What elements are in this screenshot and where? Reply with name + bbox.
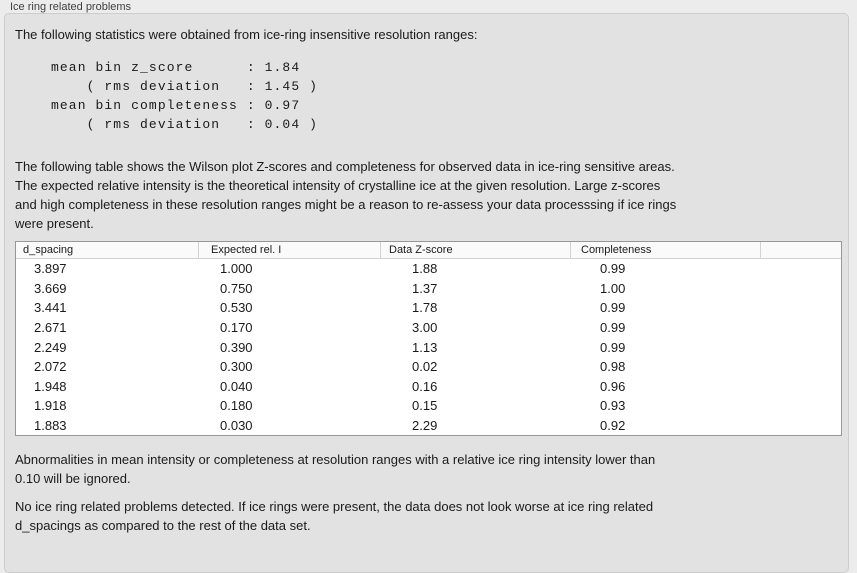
table-cell: 0.02 xyxy=(412,359,438,375)
intro-text: The following statistics were obtained f… xyxy=(15,27,478,42)
table-cell: 0.170 xyxy=(220,320,253,336)
table-row[interactable]: 3.441 0.530 1.78 0.99 xyxy=(16,298,841,318)
table-row[interactable]: 3.897 1.000 1.88 0.99 xyxy=(16,259,841,279)
table-cell: 0.040 xyxy=(220,378,253,394)
table-cell: 2.671 xyxy=(34,320,67,336)
table-cell: 3.441 xyxy=(34,300,67,316)
table-row[interactable]: 3.669 0.750 1.37 1.00 xyxy=(16,279,841,299)
table-cell: 1.78 xyxy=(412,300,438,316)
ice-ring-group-box: The following statistics were obtained f… xyxy=(4,13,849,573)
table-cell: 0.98 xyxy=(600,359,626,375)
table-row[interactable]: 1.948 0.040 0.16 0.96 xyxy=(16,377,841,397)
table-body: 3.897 1.000 1.88 0.99 3.669 0.750 1.37 1.00 3.44… xyxy=(16,259,841,435)
table-cell: 0.99 xyxy=(600,300,626,316)
conclusion-text: No ice ring related problems detected. I… xyxy=(15,499,654,534)
table-cell: 0.96 xyxy=(600,378,626,394)
ice-ring-table: d_spacing Expected rel. I Data Z-score C… xyxy=(15,241,842,437)
table-cell: 1.000 xyxy=(220,261,253,277)
table-cell: 0.530 xyxy=(220,300,253,316)
stats-block: mean bin z_score : 1.84 ( rms deviation … xyxy=(51,60,319,132)
table-cell: 0.93 xyxy=(600,398,626,414)
table-cell: 1.88 xyxy=(412,261,438,277)
table-cell: 1.918 xyxy=(34,398,67,414)
table-cell: 0.16 xyxy=(412,378,438,394)
table-cell: 0.300 xyxy=(220,359,253,375)
table-cell: 0.180 xyxy=(220,398,253,414)
table-description: The following table shows the Wilson plo… xyxy=(15,159,677,231)
table-cell: 2.249 xyxy=(34,339,67,355)
table-cell: 0.92 xyxy=(600,418,626,434)
table-cell: 1.883 xyxy=(34,418,67,434)
table-cell: 1.37 xyxy=(412,280,438,296)
table-cell: 0.15 xyxy=(412,398,438,414)
table-cell: 0.030 xyxy=(220,418,253,434)
table-row[interactable]: 2.671 0.170 3.00 0.99 xyxy=(16,318,841,338)
table-cell: 1.13 xyxy=(412,339,438,355)
column-header-d-spacing[interactable]: d_spacing xyxy=(23,244,74,256)
ignore-note: Abnormalities in mean intensity or compl… xyxy=(15,452,656,487)
table-cell: 3.669 xyxy=(34,280,67,296)
column-header-data-z-score[interactable]: Data Z-score xyxy=(380,242,570,258)
column-header-empty[interactable] xyxy=(760,242,841,258)
table-cell: 0.99 xyxy=(600,339,626,355)
table-row[interactable]: 2.249 0.390 1.13 0.99 xyxy=(16,337,841,357)
table-cell: 1.00 xyxy=(600,280,626,296)
column-header-expected-rel-i[interactable]: Expected rel. I xyxy=(198,242,380,258)
table-cell: 2.29 xyxy=(412,418,438,434)
column-header-completeness[interactable]: Completeness xyxy=(570,242,760,258)
table-cell: 0.99 xyxy=(600,261,626,277)
table-cell: 1.948 xyxy=(34,378,67,394)
table-header-row: d_spacing Expected rel. I Data Z-score C… xyxy=(16,242,841,259)
table-row[interactable]: 1.918 0.180 0.15 0.93 xyxy=(16,396,841,416)
table-cell: 2.072 xyxy=(34,359,67,375)
table-row[interactable]: 1.883 0.030 2.29 0.92 xyxy=(16,416,841,436)
table-cell: 0.750 xyxy=(220,280,253,296)
table-cell: 0.99 xyxy=(600,320,626,336)
group-box-title: Ice ring related problems xyxy=(10,1,132,13)
table-cell: 0.390 xyxy=(220,339,253,355)
table-cell: 3.897 xyxy=(34,261,67,277)
table-cell: 3.00 xyxy=(412,320,438,336)
table-row[interactable]: 2.072 0.300 0.02 0.98 xyxy=(16,357,841,377)
